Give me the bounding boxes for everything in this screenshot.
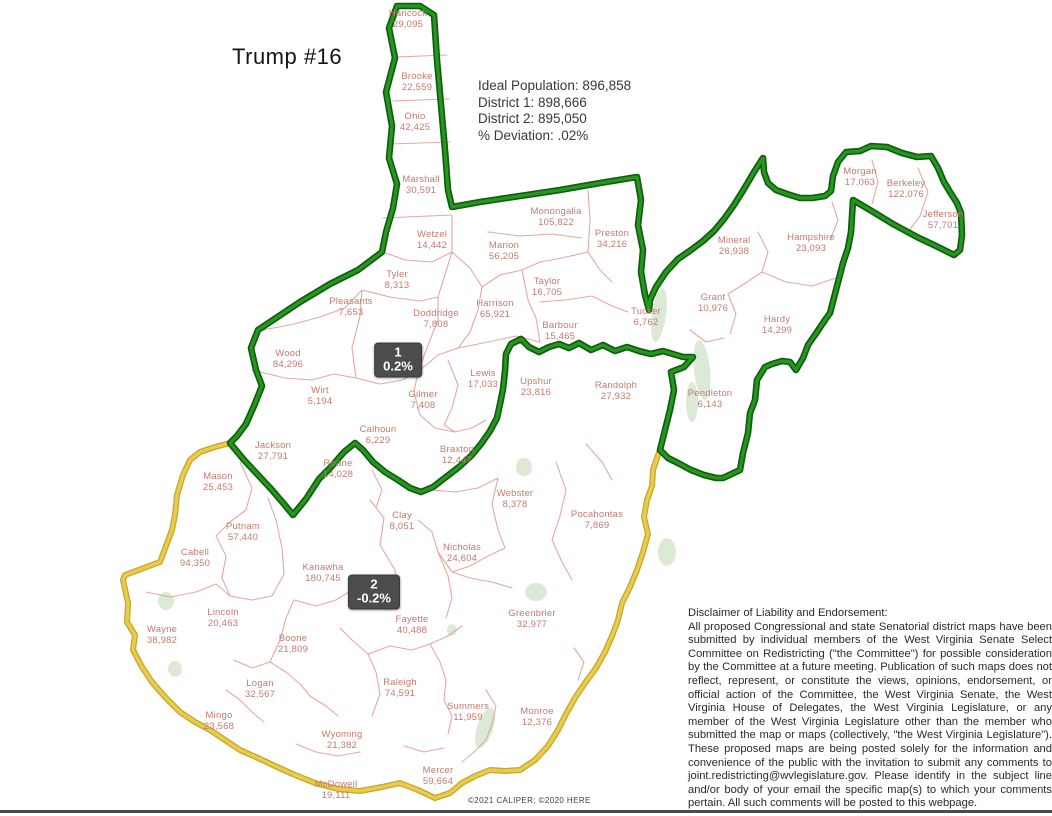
county-label: Mineral 26,938 [717,235,751,257]
stat-district-2: District 2: 895,050 [478,111,587,126]
disclaimer-heading: Disclaimer of Liability and Endorsement: [688,607,888,619]
county-label: Taylor 16,705 [531,276,563,298]
county-label: Marshall 30,591 [402,174,440,196]
county-label: Lincoln 20,463 [207,607,239,629]
county-label: Summers 11,959 [446,701,490,723]
county-label: Wyoming 21,382 [321,729,363,751]
county-label: Randolph 27,932 [594,380,638,402]
county-label: Wayne 38,982 [146,624,178,646]
county-label: Cabell 94,350 [179,547,211,569]
district-1-badge: 1 0.2% [374,342,422,378]
stat-district-1: District 1: 898,666 [478,94,587,110]
county-label: Preston 34,216 [594,228,630,250]
county-label: McDowell 19,111 [314,779,358,801]
county-label: Pocahontas 7,869 [570,509,624,531]
county-label: Morgan 17,063 [843,166,877,188]
county-label: Nicholas 24,604 [442,542,482,564]
county-label: Harrison 65,921 [476,298,514,320]
county-label: Jackson 27,791 [254,440,292,462]
county-label: Webster 8,378 [496,488,534,510]
county-label: Putnam 57,440 [226,521,260,543]
county-label: Wetzel 14,442 [416,229,448,251]
county-label: Lewis 17,033 [467,368,499,390]
county-label: Monongalia 105,822 [530,206,582,228]
county-label: Ohio 42,425 [399,111,431,133]
county-label: Pleasants 7,653 [329,296,373,318]
county-label: Hancock 29,095 [388,8,428,30]
county-label: Greenbrier 32,977 [508,608,556,630]
bottom-edge-line [0,810,1052,813]
map-title: Trump #16 [232,44,343,69]
population-stats: Ideal Population: 896,858 District 1: 89… [478,78,631,144]
county-label: Raleigh 74,591 [383,677,417,699]
county-label: Upshur 23,816 [520,376,552,398]
county-label: Brooke 22,559 [401,71,433,93]
county-label: Boone 21,809 [277,633,309,655]
county-label: Hampshire 23,093 [787,232,835,254]
county-label: Marion 56,205 [488,240,520,262]
county-label: Jefferson 57,701 [922,209,964,231]
county-label: Wirt 5,194 [307,385,333,407]
county-label: Hardy 14,299 [761,314,793,336]
county-label: Braxton 12,447 [439,444,475,466]
county-label: Roane 14,028 [322,458,354,480]
county-label: Barbour 15,465 [542,320,578,342]
district-1-boundary [226,2,966,519]
county-label: Gilmer 7,408 [408,389,438,411]
county-label: Logan 32,567 [244,678,276,700]
county-label: Grant 10,976 [697,292,729,314]
stat-deviation: % Deviation: .02% [478,127,589,143]
county-label: Clay 8,051 [389,510,415,532]
disclaimer-block: Disclaimer of Liability and Endorsement:… [688,607,1052,811]
disclaimer-body: All proposed Congressional and state Sen… [688,620,1052,810]
copyright-text: ©2021 CALIPER; ©2020 HERE [468,796,591,805]
county-label: Wood 84,296 [272,348,304,370]
county-label: Doddridge 7,808 [413,308,459,330]
county-label: Tyler 8,313 [384,269,410,291]
county-label: Kanawha 180,745 [302,562,344,584]
county-label: Pendleton 6,143 [687,388,733,410]
county-label: Calhoun 6,229 [359,424,397,446]
forest-patches [158,288,711,749]
stat-ideal-population: Ideal Population: 896,858 [478,78,632,93]
county-label: Monroe 12,376 [520,706,554,728]
district-2-badge: 2 -0.2% [348,574,400,610]
county-label: Berkeley 122,076 [886,178,926,200]
county-label: Mingo 23,568 [203,710,235,732]
county-label: Tucker 6,762 [631,306,661,328]
county-label: Mercer 59,664 [422,765,454,787]
district-2-boundary [120,440,663,801]
county-label: Fayette 40,488 [395,614,429,636]
county-borders [145,54,929,763]
county-label: Mason 25,453 [202,471,234,493]
